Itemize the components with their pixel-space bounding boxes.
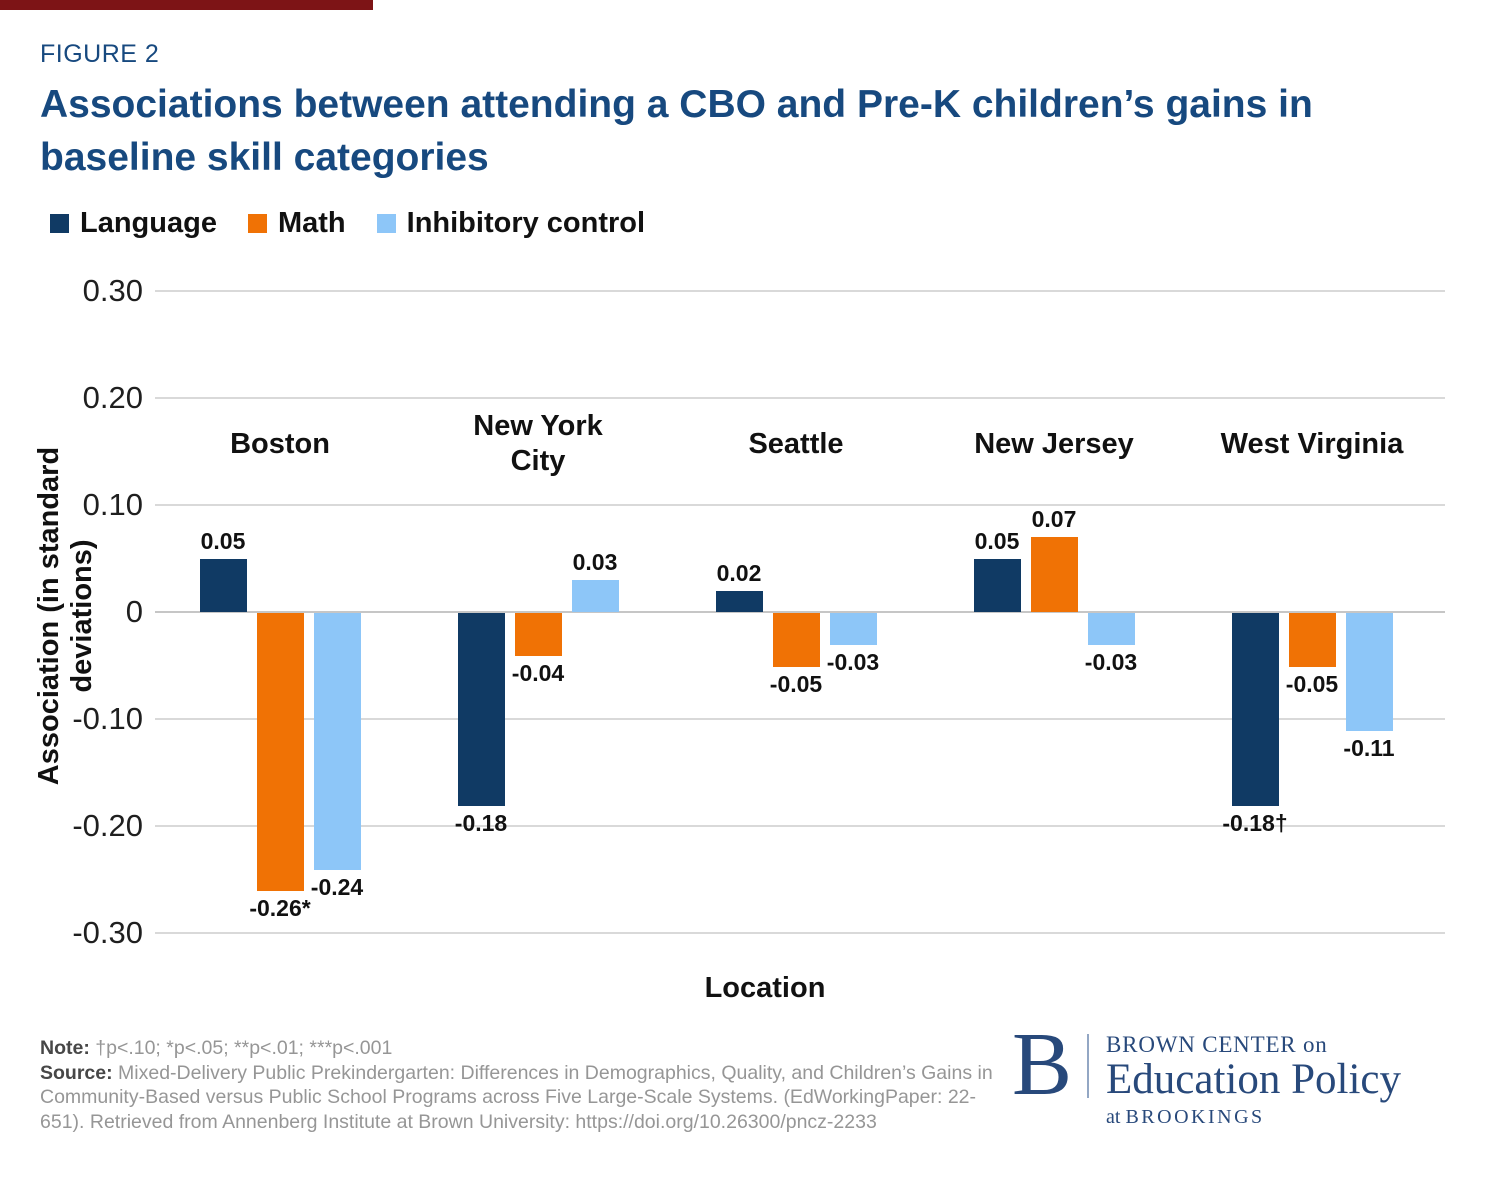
brand-accent-bar	[0, 0, 373, 10]
bar-inhibitory-control	[1345, 613, 1393, 731]
legend-swatch	[376, 214, 396, 233]
y-tick-label: -0.10	[72, 701, 143, 736]
x-axis-label: Location	[704, 972, 826, 1004]
logo-org-name: at BROOKINGS	[1106, 1106, 1265, 1128]
bar-value-label: -0.26*	[249, 895, 311, 922]
bar-math	[1288, 613, 1336, 667]
logo-divider	[1087, 1034, 1090, 1098]
bar-value-label: -0.24	[310, 873, 364, 900]
chart-legend: Language Math Inhibitory control	[50, 209, 645, 238]
bar-value-label: -0.18	[454, 809, 508, 836]
gridline	[155, 397, 1445, 399]
bar-value-label: -0.05	[769, 670, 823, 697]
bar-math	[514, 613, 562, 656]
note-text: †p<.10; *p<.05; **p<.01; ***p<.001	[95, 1037, 393, 1059]
category-label: Boston	[230, 427, 330, 460]
logo-monogram: B	[1012, 1015, 1073, 1114]
gridline	[155, 504, 1445, 506]
logo-program-name: Education Policy	[1106, 1056, 1402, 1103]
bar-language	[199, 558, 247, 612]
source-label: Source:	[40, 1061, 113, 1084]
legend-item-math: Math	[247, 207, 346, 239]
bar-value-label: -0.18†	[1222, 809, 1288, 836]
category-label: West Virginia	[1220, 427, 1404, 460]
note-line: Note: †p<.10; *p<.05; **p<.01; ***p<.001	[40, 1036, 1000, 1061]
bar-value-label: -0.03	[1084, 649, 1138, 676]
source-text: Mixed-Delivery Public Prekindergarten: D…	[40, 1061, 993, 1133]
bar-value-label: 0.05	[200, 527, 246, 554]
y-tick-label: 0.30	[82, 273, 143, 308]
y-tick-label: 0	[125, 594, 143, 629]
figure-title: Associations between attending a CBO and…	[40, 83, 1313, 179]
bar-math	[772, 613, 820, 667]
category-label: Seattle	[748, 427, 844, 460]
bar-inhibitory-control	[313, 613, 361, 870]
bar-value-label: -0.04	[511, 659, 565, 686]
bar-value-label: -0.05	[1285, 670, 1339, 697]
y-tick-label: 0.10	[82, 487, 143, 522]
y-tick-label: -0.20	[72, 808, 143, 843]
legend-item-language: Language	[50, 209, 217, 238]
gridline	[155, 825, 1445, 827]
bar-math	[256, 613, 304, 892]
category-label: New Jersey	[974, 427, 1134, 460]
y-tick-label: -0.30	[72, 915, 143, 950]
source-line: Source: Mixed-Delivery Public Prekinderg…	[40, 1061, 1000, 1135]
note-label: Note:	[40, 1037, 90, 1059]
bar-inhibitory-control	[829, 613, 877, 646]
bar-language	[457, 613, 505, 806]
bar-language	[715, 590, 763, 612]
brookings-logo: B BROWN CENTER on Education Policy at BR…	[1012, 1015, 1402, 1129]
legend-item-inhibitory-control: Inhibitory control	[376, 207, 646, 239]
bar-value-label: -0.03	[826, 649, 880, 676]
gridline	[155, 932, 1445, 934]
category-label: New York City	[473, 410, 603, 477]
bar-math	[1030, 537, 1078, 612]
legend-label: Language	[80, 207, 217, 239]
legend-swatch	[247, 214, 267, 233]
gridline	[155, 611, 1445, 613]
bar-value-label: 0.05	[974, 527, 1020, 554]
bar-language	[1231, 613, 1279, 806]
gridline	[155, 290, 1445, 292]
logo-center-name: BROWN CENTER on	[1106, 1032, 1328, 1057]
bar-value-label: 0.03	[572, 548, 618, 575]
legend-swatch	[50, 214, 69, 233]
bar-inhibitory-control	[571, 579, 619, 612]
bar-value-label: 0.02	[716, 559, 762, 586]
y-tick-label: 0.20	[82, 380, 143, 415]
bar-value-label: -0.11	[1343, 734, 1395, 761]
figure-number-label: FIGURE 2	[40, 40, 160, 68]
gridline	[155, 718, 1445, 720]
legend-label: Inhibitory control	[406, 207, 646, 239]
figure-footnotes: Note: †p<.10; *p<.05; **p<.01; ***p<.001…	[40, 1036, 1000, 1134]
bar-value-label: 0.07	[1031, 506, 1077, 533]
bar-language	[973, 558, 1021, 612]
legend-label: Math	[277, 207, 346, 239]
bar-inhibitory-control	[1087, 613, 1135, 646]
